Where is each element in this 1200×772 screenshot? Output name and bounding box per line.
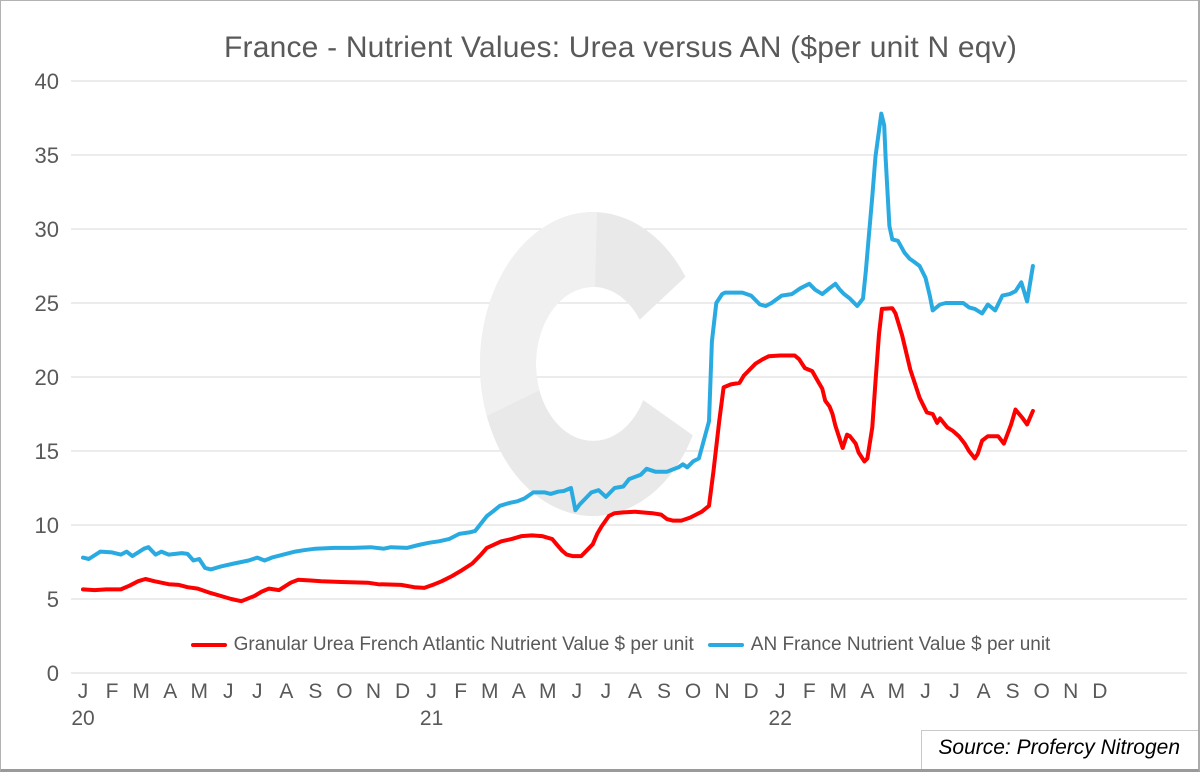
x-month-label: J (949, 680, 960, 703)
x-month-label: M (190, 680, 208, 703)
series-line-urea (81, 306, 1035, 604)
x-month-label: M (481, 680, 499, 703)
source-note-box: Source: Profercy Nitrogen (921, 730, 1198, 769)
watermark-ring-highlight (479, 212, 597, 416)
y-tick-label: 0 (47, 661, 59, 686)
x-month-label: M (888, 680, 906, 703)
legend-label-urea: Granular Urea French Atlantic Nutrient V… (233, 634, 694, 655)
an-line-swatch-icon (707, 643, 744, 647)
x-month-label: O (685, 680, 701, 703)
y-tick-label: 25 (35, 291, 59, 316)
series-line-an (81, 111, 1035, 572)
x-month-label: A (628, 680, 642, 703)
x-month-label: J (252, 680, 263, 703)
x-month-label: N (715, 680, 730, 703)
x-month-label: J (78, 680, 89, 703)
y-tick-label: 15 (35, 439, 59, 464)
x-month-label: N (366, 680, 381, 703)
x-year-label: 21 (420, 707, 443, 730)
chart-title: France - Nutrient Values: Urea versus AN… (223, 31, 1018, 64)
x-month-label: A (279, 680, 293, 703)
x-month-label: J (775, 680, 786, 703)
x-month-label: D (744, 680, 759, 703)
x-year-label: 20 (71, 707, 94, 730)
y-tick-label: 20 (35, 365, 59, 390)
x-month-label: F (803, 680, 816, 703)
x-month-label: J (572, 680, 583, 703)
legend: Granular Urea French Atlantic Nutrient V… (57, 634, 1184, 656)
x-month-label: A (977, 680, 991, 703)
x-month-label: F (454, 680, 467, 703)
x-month-label: M (132, 680, 150, 703)
urea-line-swatch-icon (190, 643, 227, 647)
x-month-label: M (830, 680, 848, 703)
x-month-label: M (539, 680, 557, 703)
x-month-label: S (1006, 680, 1020, 703)
x-month-label: N (1063, 680, 1078, 703)
x-month-label: D (395, 680, 410, 703)
source-note: Source: Profercy Nitrogen (938, 736, 1180, 759)
x-month-label: A (860, 680, 874, 703)
x-month-label: J (223, 680, 234, 703)
x-month-label: A (512, 680, 526, 703)
y-tick-label: 35 (35, 143, 59, 168)
x-month-label: O (336, 680, 352, 703)
x-month-label: J (426, 680, 437, 703)
x-month-label: J (920, 680, 931, 703)
y-tick-label: 40 (35, 69, 59, 94)
x-month-label: A (163, 680, 177, 703)
x-year-label: 22 (769, 707, 792, 730)
x-month-label: F (106, 680, 119, 703)
y-tick-label: 30 (35, 217, 59, 242)
x-month-label: D (1092, 680, 1107, 703)
y-tick-label: 5 (47, 587, 59, 612)
x-month-label: J (601, 680, 612, 703)
x-month-label: S (657, 680, 671, 703)
legend-label-an: AN France Nutrient Value $ per unit (750, 634, 1051, 655)
legend-item-an: AN France Nutrient Value $ per unit (707, 634, 1051, 656)
legend-item-urea: Granular Urea French Atlantic Nutrient V… (190, 634, 694, 656)
watermark-ring (479, 212, 693, 517)
x-month-label: O (1034, 680, 1050, 703)
y-tick-label: 10 (35, 513, 59, 538)
x-month-label: S (308, 680, 322, 703)
